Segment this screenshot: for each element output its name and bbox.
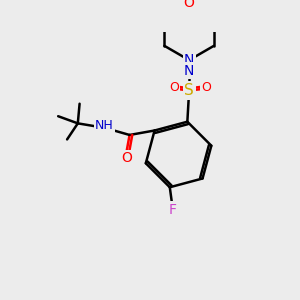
Text: S: S bbox=[184, 83, 194, 98]
Text: O: O bbox=[122, 151, 132, 165]
Text: O: O bbox=[169, 81, 179, 94]
Text: O: O bbox=[201, 81, 211, 94]
Text: N: N bbox=[184, 64, 194, 78]
Text: F: F bbox=[169, 202, 176, 217]
Text: N: N bbox=[184, 53, 194, 67]
Text: NH: NH bbox=[95, 118, 114, 132]
Text: O: O bbox=[184, 0, 195, 10]
